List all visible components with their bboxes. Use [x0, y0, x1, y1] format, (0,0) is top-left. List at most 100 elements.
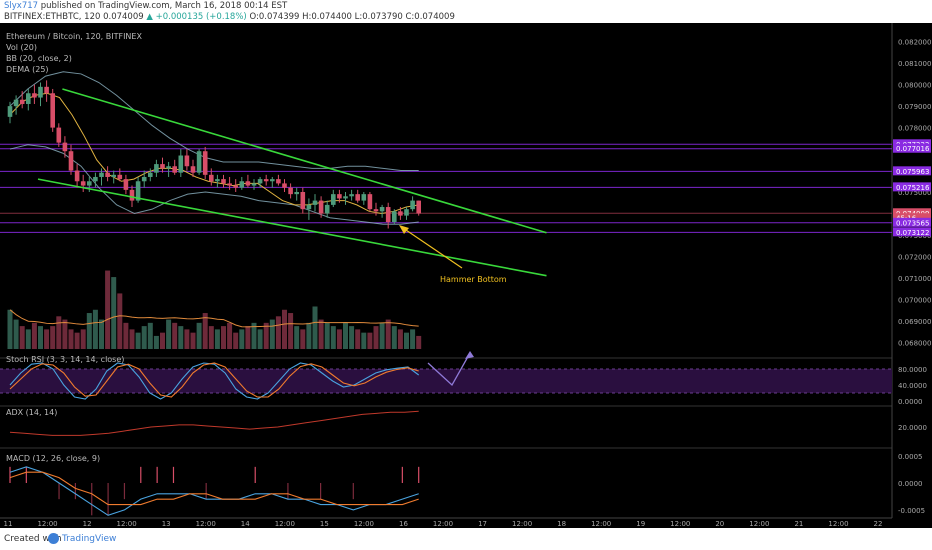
candle-body [324, 204, 330, 214]
candle-body [318, 200, 324, 214]
publish-header: Slyx717 published on TradingView.com, Ma… [0, 0, 932, 23]
volume-bar [111, 277, 117, 349]
candle-body [294, 192, 299, 195]
price-change: ▲ +0.000135 (+0.18%) [146, 12, 247, 22]
chart-area[interactable]: 80.0000 40.0000 0.0000 20.0000 0.0005 0.000… [0, 23, 932, 528]
volume-bar [38, 326, 43, 349]
time-tick-label: 12:00 [749, 520, 769, 528]
macd-tick-label: 0.0005 [898, 453, 923, 461]
volume-bar [306, 322, 312, 349]
time-tick-label: 13 [162, 520, 171, 528]
volume-bar [324, 322, 330, 349]
candle-body [111, 174, 116, 177]
volume-bar [269, 319, 275, 349]
stoch-tick-label: 0.0000 [898, 398, 923, 406]
volume-bar [336, 329, 342, 349]
stoch-tick-label: 40.0000 [898, 382, 927, 390]
candle-body [282, 183, 287, 188]
indicator-legend: Ethereum / Bitcoin, 120, BITFINEX Vol (2… [6, 32, 142, 463]
candle-body [141, 176, 147, 182]
forecast-arrow [427, 352, 471, 387]
candle-body [385, 207, 391, 223]
price-label-text: 0.073565 [896, 219, 929, 227]
candle-body [13, 99, 19, 107]
stoch-band [0, 369, 892, 393]
volume-bars [7, 270, 422, 349]
price-tick-label: 0.075000 [898, 189, 931, 197]
price-label-badge [893, 213, 931, 223]
candle-body [257, 179, 263, 184]
volume-bar [178, 326, 184, 349]
adx-line [9, 410, 419, 436]
volume-bar [355, 329, 361, 349]
volume-bar [367, 332, 373, 349]
time-tick-label: 19 [636, 520, 645, 528]
candle-body [239, 181, 245, 188]
adx-tick-label: 20.0000 [898, 424, 927, 432]
price-tick-label: 0.082000 [898, 39, 931, 47]
candle-body [379, 207, 385, 212]
volume-bar [117, 293, 123, 349]
bollinger-bands [9, 71, 419, 225]
time-tick-label: 12 [83, 520, 92, 528]
macd-line-macd [9, 466, 419, 516]
stoch-tick-label: 80.0000 [898, 366, 927, 374]
time-tick-label: 12:00 [591, 520, 611, 528]
tradingview-logo-icon [48, 533, 59, 544]
candle-body [87, 181, 92, 186]
time-tick-label: 12:00 [275, 520, 295, 528]
author-link[interactable]: Slyx717 [4, 1, 39, 11]
candle-body [398, 211, 403, 216]
tradingview-brand-link[interactable]: TradingView [62, 534, 117, 544]
volume-bar [7, 309, 13, 349]
candle-body [355, 194, 360, 201]
time-tick-label: 14 [241, 520, 250, 528]
candle-body [202, 151, 208, 175]
time-tick-label: 16 [399, 520, 408, 528]
time-tick-label: 22 [874, 520, 883, 528]
price-label-text: 0.077016 [896, 145, 930, 153]
volume-bar [233, 332, 239, 349]
candle-body [196, 151, 202, 173]
candle-body [38, 86, 43, 98]
candle-body [251, 183, 257, 186]
footer: Created with TradingView [0, 528, 932, 550]
horizontal-levels [0, 143, 892, 233]
last-price: 0.074009 [103, 12, 144, 22]
volume-bar [349, 326, 355, 349]
time-tick-label: 18 [557, 520, 566, 528]
candle-body [50, 93, 55, 128]
candle-body [56, 127, 62, 143]
price-tick-label: 0.080000 [898, 82, 931, 90]
candle-body [349, 194, 354, 197]
price-label-badge [893, 143, 931, 153]
volume-bar [166, 319, 172, 349]
candle-body [276, 179, 281, 184]
volume-bar [330, 326, 336, 349]
candle-body [404, 209, 409, 216]
volume-bar [190, 332, 196, 349]
candle-body [19, 99, 25, 104]
volume-bar [56, 316, 62, 349]
candle-body [306, 204, 312, 210]
volume-bar [141, 326, 147, 349]
volume-bar [31, 322, 37, 349]
created-with-text: Created with [4, 534, 62, 544]
adx-label: ADX (14, 14) [6, 408, 57, 417]
candle-body [148, 172, 153, 177]
volume-bar [92, 309, 98, 349]
time-tick-label: 12:00 [828, 520, 848, 528]
candle-body [160, 164, 165, 169]
volume-bar [123, 322, 129, 349]
stoch-line-d [9, 362, 419, 398]
candle-body [227, 183, 232, 186]
volume-bar [208, 326, 214, 349]
candle-body [215, 179, 220, 182]
volume-bar [282, 309, 287, 349]
bb-label: BB (20, close, 2) [6, 54, 72, 63]
macd-label: MACD (12, 26, close, 9) [6, 454, 100, 463]
volume-bar [172, 322, 178, 349]
candle-body [373, 209, 379, 212]
candle-body [93, 176, 98, 182]
